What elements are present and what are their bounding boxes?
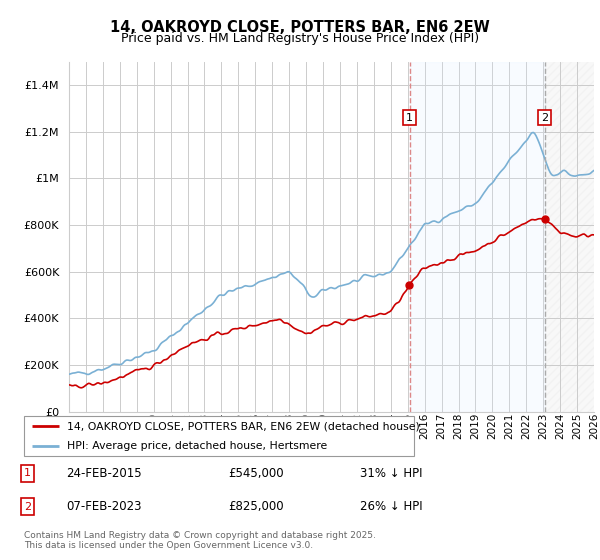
Text: 14, OAKROYD CLOSE, POTTERS BAR, EN6 2EW: 14, OAKROYD CLOSE, POTTERS BAR, EN6 2EW <box>110 20 490 35</box>
Text: 2: 2 <box>541 113 548 123</box>
Text: 1: 1 <box>406 113 413 123</box>
Bar <box>545 62 594 412</box>
Text: £545,000: £545,000 <box>228 466 284 480</box>
Text: 1: 1 <box>24 468 31 478</box>
Text: Price paid vs. HM Land Registry's House Price Index (HPI): Price paid vs. HM Land Registry's House … <box>121 32 479 45</box>
Text: 14, OAKROYD CLOSE, POTTERS BAR, EN6 2EW (detached house): 14, OAKROYD CLOSE, POTTERS BAR, EN6 2EW … <box>67 421 419 431</box>
Bar <box>410 62 545 412</box>
Text: 26% ↓ HPI: 26% ↓ HPI <box>360 500 422 514</box>
Text: 2: 2 <box>24 502 31 512</box>
FancyBboxPatch shape <box>24 416 414 456</box>
Text: 07-FEB-2023: 07-FEB-2023 <box>66 500 142 514</box>
Text: 24-FEB-2015: 24-FEB-2015 <box>66 466 142 480</box>
Text: 31% ↓ HPI: 31% ↓ HPI <box>360 466 422 480</box>
Text: £825,000: £825,000 <box>228 500 284 514</box>
Text: Contains HM Land Registry data © Crown copyright and database right 2025.
This d: Contains HM Land Registry data © Crown c… <box>24 530 376 550</box>
Text: HPI: Average price, detached house, Hertsmere: HPI: Average price, detached house, Hert… <box>67 441 327 451</box>
